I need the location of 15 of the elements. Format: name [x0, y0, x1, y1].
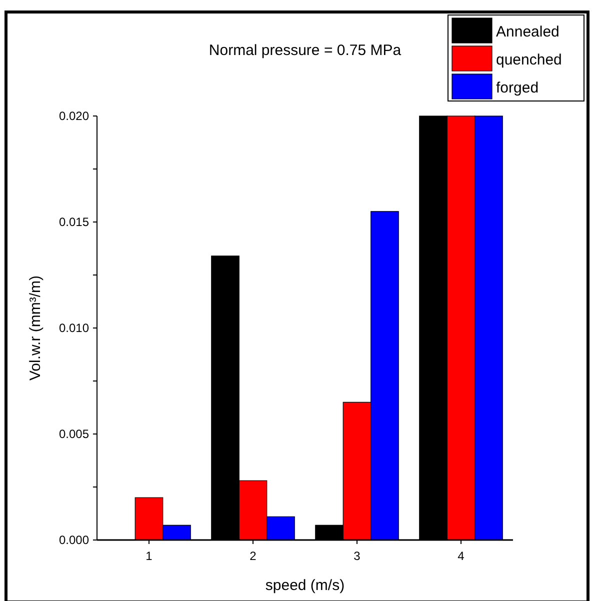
y-tick-label: 0.005 — [58, 427, 90, 442]
y-tick-label: 0.015 — [58, 215, 90, 230]
x-tick-label: 2 — [250, 549, 257, 563]
y-tick-label: 0.000 — [58, 533, 90, 548]
x-axis-title: speed (m/s) — [265, 577, 345, 594]
x-tick-label: 3 — [354, 549, 361, 563]
x-tick-label: 4 — [458, 549, 465, 563]
y-tick-label: 0.010 — [58, 321, 90, 336]
legend-label: quenched — [496, 51, 562, 68]
y-axis-title: Vol.w.r (mm³/m) — [27, 276, 44, 380]
y-tick-label: 0.020 — [58, 109, 90, 124]
chart-title: Normal pressure = 0.75 MPa — [208, 42, 402, 59]
x-tick-label: 1 — [146, 549, 153, 563]
legend-label: Annealed — [496, 23, 560, 40]
legend-label: forged — [496, 79, 539, 96]
